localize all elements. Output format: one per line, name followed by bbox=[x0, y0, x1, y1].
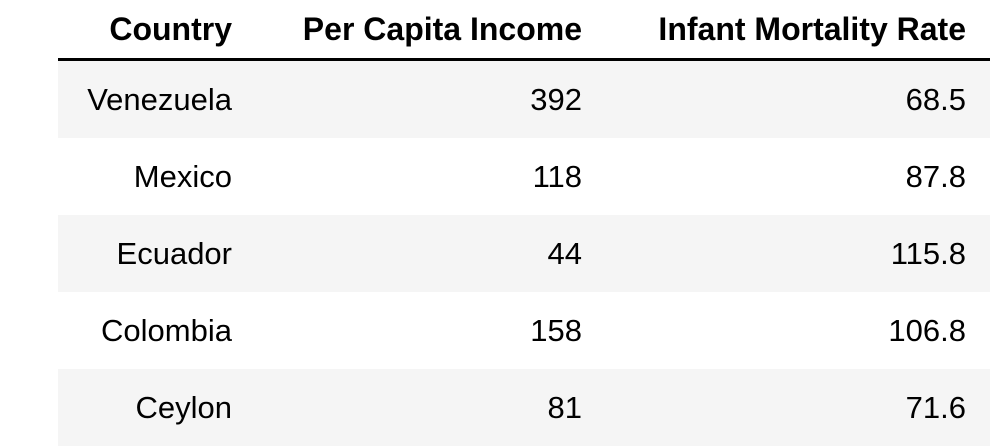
cell-infant-mortality-rate: 71.6 bbox=[905, 389, 966, 425]
cell-country: Ceylon bbox=[135, 389, 233, 425]
row-spacer bbox=[966, 292, 990, 369]
cell-country: Colombia bbox=[101, 312, 232, 348]
cell-country: Ecuador bbox=[116, 235, 232, 271]
header-row: Country Per Capita Income Infant Mortali… bbox=[58, 0, 990, 60]
table-row: Venezuela 392 68.5 bbox=[58, 59, 990, 139]
cell-per-capita-income: 44 bbox=[547, 235, 582, 271]
row-spacer bbox=[966, 215, 990, 292]
cell-per-capita-income: 392 bbox=[530, 81, 582, 117]
column-header-infant-mortality-rate: Infant Mortality Rate bbox=[658, 10, 966, 47]
table-body: Venezuela 392 68.5 Mexico 118 87.8 Ecuad… bbox=[58, 59, 990, 446]
cell-per-capita-income: 118 bbox=[532, 158, 582, 194]
table-row: Mexico 118 87.8 bbox=[58, 138, 990, 215]
table-row: Ceylon 81 71.6 bbox=[58, 369, 990, 446]
table-header: Country Per Capita Income Infant Mortali… bbox=[58, 0, 990, 60]
column-header-per-capita-income: Per Capita Income bbox=[302, 10, 582, 47]
cell-country: Venezuela bbox=[87, 81, 232, 117]
cell-infant-mortality-rate: 106.8 bbox=[888, 312, 966, 348]
row-spacer bbox=[966, 369, 990, 446]
row-spacer bbox=[966, 138, 990, 215]
data-table: Country Per Capita Income Infant Mortali… bbox=[58, 0, 990, 446]
cell-country: Mexico bbox=[133, 158, 232, 194]
column-header-country: Country bbox=[109, 10, 232, 47]
cell-per-capita-income: 158 bbox=[530, 312, 582, 348]
row-spacer bbox=[966, 60, 990, 139]
cell-infant-mortality-rate: 87.8 bbox=[905, 158, 966, 194]
cell-per-capita-income: 81 bbox=[547, 389, 582, 425]
header-spacer bbox=[966, 0, 990, 60]
cell-infant-mortality-rate: 115.8 bbox=[890, 235, 966, 271]
cell-infant-mortality-rate: 68.5 bbox=[905, 81, 966, 117]
table-row: Ecuador 44 115.8 bbox=[58, 215, 990, 292]
table-row: Colombia 158 106.8 bbox=[58, 292, 990, 369]
